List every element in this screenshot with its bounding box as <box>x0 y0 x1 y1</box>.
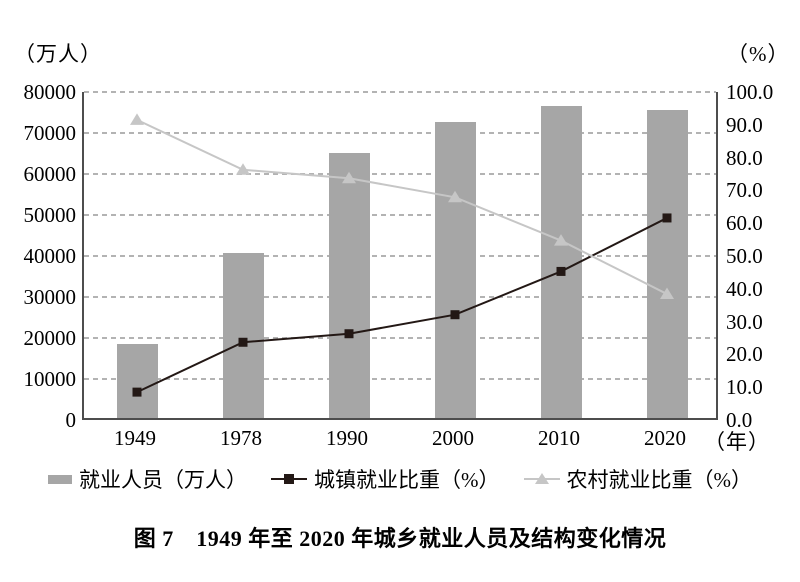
right-tick-30.0: 30.0 <box>726 309 763 334</box>
triangle-marker-1990 <box>342 171 356 184</box>
bar-2010 <box>540 105 582 418</box>
right-tick-100.0: 100.0 <box>726 80 774 104</box>
square-marker-1949 <box>132 387 142 397</box>
bar-1978 <box>222 253 264 418</box>
left-tick-20000: 20000 <box>23 326 77 350</box>
triangle-marker-1949 <box>130 113 144 125</box>
bar-1990 <box>328 152 370 418</box>
bar-2020 <box>646 110 688 418</box>
left-tick-30000: 30000 <box>23 285 77 309</box>
urban-share-line <box>136 217 668 394</box>
right-tick-0.0: 0.0 <box>726 408 753 432</box>
right-tick-60.0: 60.0 <box>726 211 763 236</box>
right-tick-80.0: 80.0 <box>726 145 763 170</box>
right-tick-70.0: 70.0 <box>726 178 763 203</box>
left-tick-10000: 10000 <box>23 367 77 391</box>
legend-bar-swatch-icon <box>48 474 72 484</box>
gridline <box>84 378 716 380</box>
left-tick-50000: 50000 <box>23 203 77 227</box>
gridline <box>84 255 716 257</box>
gridline <box>84 132 716 134</box>
legend-label: 就业人员（万人） <box>79 468 247 492</box>
left-tick-80000: 80000 <box>23 80 77 104</box>
right-tick-10.0: 10.0 <box>726 375 763 400</box>
legend-item: 就业人员（万人） <box>48 464 247 494</box>
bar-2000 <box>434 122 476 418</box>
left-tick-70000: 70000 <box>23 121 77 145</box>
left-tick-0: 0 <box>65 408 77 432</box>
triangle-marker-2020 <box>660 287 674 300</box>
triangle-marker-1978 <box>236 163 250 175</box>
left-tick-60000: 60000 <box>23 162 77 186</box>
gridline <box>84 337 716 339</box>
x-label-1990: 1990 <box>326 426 368 450</box>
x-label-1978: 1978 <box>220 426 262 450</box>
chart-legend: 就业人员（万人） 城镇就业比重（%） 农村就业比重（%） <box>0 464 800 494</box>
legend-item: 农村就业比重（%） <box>523 464 753 494</box>
x-label-2000: 2000 <box>432 426 474 450</box>
right-tick-50.0: 50.0 <box>726 244 763 268</box>
gridline <box>84 214 716 216</box>
gridline <box>84 296 716 298</box>
left-tick-40000: 40000 <box>23 244 77 268</box>
legend-square-line-icon <box>271 472 307 486</box>
x-label-2010: 2010 <box>538 426 580 450</box>
bar-1949 <box>116 343 158 418</box>
square-marker-1978 <box>238 337 248 347</box>
gridline <box>84 173 716 175</box>
right-tick-20.0: 20.0 <box>726 342 763 367</box>
legend-triangle-line-icon <box>523 472 560 486</box>
x-label-2020: 2020 <box>644 426 686 450</box>
left-axis-unit-label: （万人） <box>14 42 102 66</box>
square-marker-1990 <box>344 329 354 339</box>
plot-area <box>82 91 718 420</box>
legend-item: 城镇就业比重（%） <box>271 464 500 494</box>
x-label-1949: 1949 <box>114 426 156 450</box>
right-tick-40.0: 40.0 <box>726 276 763 301</box>
square-marker-2000 <box>450 310 460 320</box>
legend-label: 城镇就业比重（%） <box>314 468 500 492</box>
right-axis-unit-label: （%） <box>727 42 790 66</box>
square-marker-2010 <box>556 266 566 276</box>
gridline <box>84 91 716 93</box>
x-axis-unit-label: （年） <box>704 430 770 454</box>
triangle-marker-2000 <box>448 190 462 203</box>
square-marker-2020 <box>662 213 672 223</box>
legend-label: 农村就业比重（%） <box>566 468 753 492</box>
line-series-layer <box>130 113 674 397</box>
figure-title: 图 7 1949 年至 2020 年城乡就业人员及结构变化情况 <box>133 526 667 551</box>
rural-share-line <box>136 118 668 295</box>
right-tick-90.0: 90.0 <box>726 112 763 137</box>
triangle-marker-2010 <box>554 234 568 246</box>
